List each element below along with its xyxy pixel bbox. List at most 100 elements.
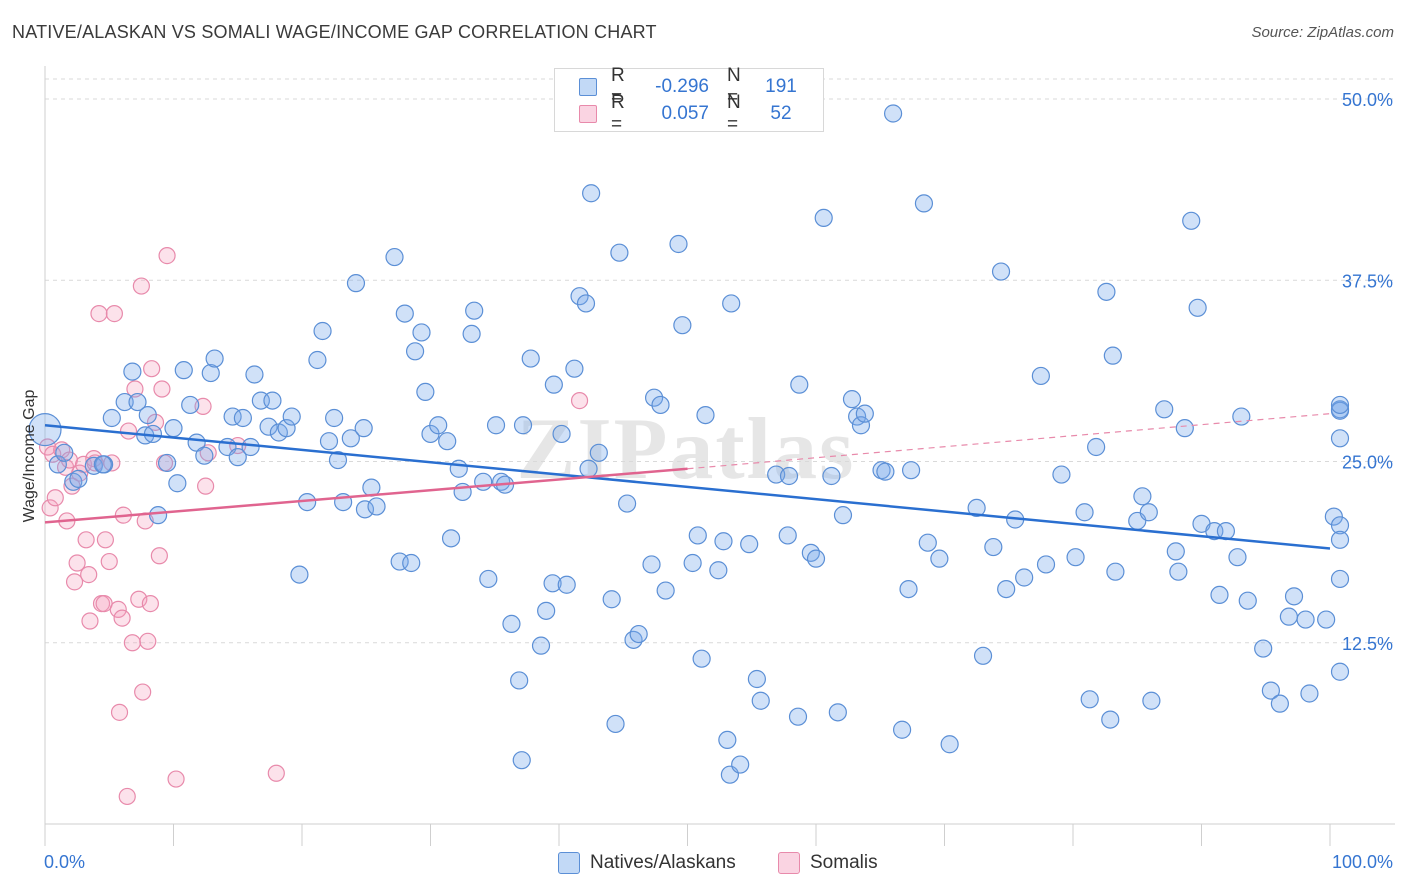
native-point [543, 574, 562, 593]
native-point [582, 184, 601, 203]
legend-row-natives: R = -0.296 N = 191 [579, 65, 805, 108]
native-point [1031, 366, 1050, 386]
native-point [390, 552, 409, 571]
somali-point [141, 594, 159, 613]
native-point [1175, 419, 1194, 438]
native-point [1284, 587, 1304, 606]
somali-point [150, 547, 168, 565]
native-point [486, 416, 506, 435]
legend-label-natives: Natives/Alaskans [590, 852, 736, 873]
native-point [991, 262, 1011, 281]
legend-item-natives: Natives/Alaskans [558, 850, 736, 876]
native-point [1103, 346, 1122, 365]
native-point [899, 579, 918, 599]
native-point [28, 413, 62, 447]
native-point [168, 474, 187, 493]
native-point [328, 450, 348, 470]
somali-point [100, 552, 118, 571]
axes [44, 66, 1395, 846]
native-point [69, 469, 88, 488]
legend-r-value: 0.057 [661, 103, 709, 124]
native-point [779, 466, 799, 486]
native-point [788, 707, 808, 726]
native-point [521, 349, 540, 368]
native-point [346, 274, 366, 293]
native-point [1270, 694, 1289, 713]
native-point [438, 432, 457, 451]
legend-r-label: R = [611, 92, 625, 135]
native-point [115, 392, 134, 412]
native-point [233, 408, 252, 428]
native-point [1330, 516, 1350, 535]
somali-point [109, 600, 127, 619]
native-point [914, 194, 934, 213]
native-point [930, 549, 949, 568]
legend-row-somalis: R = 0.057 N = 52 [579, 92, 805, 135]
legend-n-label: N = [727, 65, 741, 108]
native-point [747, 669, 766, 689]
native-point [449, 459, 468, 478]
native-point [814, 208, 833, 227]
native-point [1330, 530, 1350, 549]
somali-point [118, 787, 136, 806]
native-point [1101, 710, 1120, 729]
native-point [313, 321, 332, 341]
native-point [565, 359, 584, 378]
native-point [512, 751, 531, 770]
somali-point [197, 477, 215, 495]
native-point [751, 691, 770, 710]
legend-item-somalis: Somalis [778, 850, 878, 876]
somali-point [77, 531, 95, 549]
somali-point [158, 247, 176, 265]
native-point [651, 395, 670, 415]
legend-r-label: R = [611, 65, 625, 108]
native-point [55, 443, 74, 462]
native-point [629, 624, 648, 644]
native-point [259, 417, 278, 436]
native-point [855, 404, 874, 423]
y-tick-label: 50.0% [1342, 90, 1393, 110]
native-point [778, 526, 797, 545]
somali-point [132, 277, 150, 295]
native-point [510, 671, 529, 690]
legend-swatch-somalis [778, 852, 800, 874]
native-point [901, 461, 921, 480]
somali-point [134, 683, 152, 701]
native-point [688, 526, 707, 545]
native-point [602, 590, 621, 609]
native-point [412, 323, 431, 342]
native-point [228, 448, 247, 467]
legend-swatch-natives [579, 78, 597, 96]
native-point [465, 301, 484, 320]
native-point [148, 506, 168, 525]
native-point [740, 535, 759, 554]
somali-point [267, 764, 285, 782]
native-point [722, 294, 741, 313]
native-point [1188, 298, 1207, 317]
native-point [644, 388, 664, 407]
somali-point [41, 499, 59, 517]
native-point [1106, 562, 1125, 581]
somali-point [153, 380, 171, 398]
native-point [669, 234, 688, 254]
legend-r-value: -0.296 [655, 76, 709, 97]
correlation-legend: R = -0.296 N = 191 R = 0.057 N = 52 [554, 65, 824, 135]
native-point [1036, 555, 1056, 574]
legend-swatch-natives [558, 852, 580, 874]
native-point [589, 443, 608, 462]
native-point [1080, 690, 1099, 709]
native-point [557, 575, 576, 594]
native-point [673, 316, 692, 335]
y-axis-label: Wage/Income Gap [21, 390, 38, 523]
native-point [205, 349, 224, 368]
native-point [1296, 610, 1315, 629]
legend-n-value: 52 [770, 103, 792, 124]
y-tick-label: 37.5% [1342, 271, 1393, 291]
trend-lines [44, 413, 1331, 550]
native-point [1139, 503, 1158, 522]
native-point [1182, 211, 1201, 230]
native-point [277, 419, 296, 438]
somali-point [46, 489, 64, 507]
native-point [883, 104, 903, 123]
